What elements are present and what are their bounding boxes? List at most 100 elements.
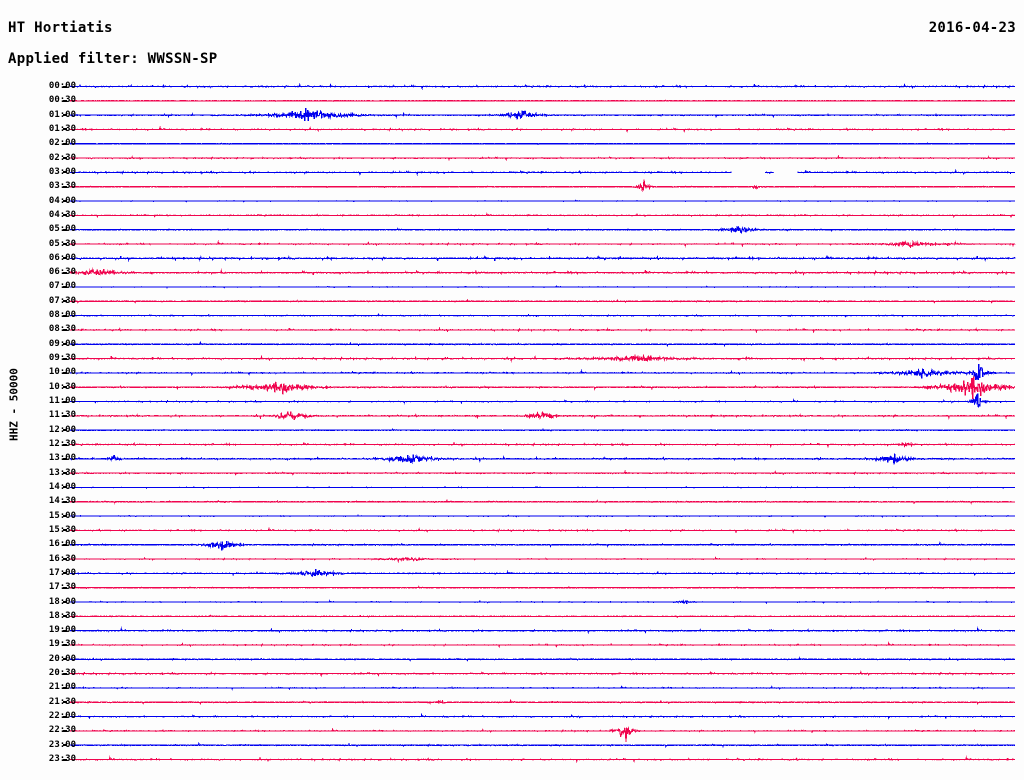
axis-tick bbox=[63, 314, 67, 317]
time-label: 06:00 bbox=[24, 253, 76, 263]
seismic-trace bbox=[69, 684, 1016, 691]
axis-tick bbox=[63, 328, 67, 331]
time-label: 14:30 bbox=[24, 497, 76, 506]
axis-tick bbox=[63, 457, 67, 460]
axis-tick bbox=[63, 572, 67, 575]
axis-tick bbox=[63, 99, 67, 102]
axis-tick bbox=[63, 486, 67, 489]
axis-tick bbox=[63, 243, 67, 246]
time-label: 13:00 bbox=[24, 454, 76, 463]
axis-tick bbox=[63, 357, 67, 360]
seismic-trace bbox=[69, 179, 1016, 192]
seismic-trace bbox=[69, 212, 1016, 219]
seismic-trace bbox=[69, 326, 1016, 334]
seismic-trace bbox=[69, 514, 1016, 518]
time-label: 04:30 bbox=[24, 210, 76, 220]
time-label: 01:00 bbox=[24, 110, 76, 120]
axis-tick bbox=[63, 472, 67, 475]
seismogram-plot: 00:00 00:30 01:00 01:30 02:00 02:30 03:00 03:30… bbox=[0, 80, 1024, 770]
time-label: 09:00 bbox=[24, 339, 76, 349]
axis-tick bbox=[63, 429, 67, 432]
seismic-trace bbox=[69, 267, 1016, 277]
axis-tick bbox=[63, 414, 67, 417]
seismic-trace bbox=[69, 698, 1016, 706]
time-label: 15:00 bbox=[24, 511, 76, 521]
time-label: 21:00 bbox=[24, 683, 76, 692]
seismic-trace bbox=[69, 726, 1016, 742]
time-label: 00:00 bbox=[24, 82, 76, 91]
time-label: 23:00 bbox=[24, 740, 76, 750]
time-label: 07:00 bbox=[24, 282, 76, 291]
seismic-trace bbox=[69, 410, 1016, 421]
axis-tick bbox=[63, 185, 67, 188]
axis-tick bbox=[63, 586, 67, 589]
seismic-trace bbox=[69, 427, 1016, 433]
time-label: 17:30 bbox=[24, 583, 76, 592]
axis-tick bbox=[63, 658, 67, 661]
time-label: 18:30 bbox=[24, 611, 76, 621]
seismic-trace bbox=[69, 82, 1016, 91]
time-label: 08:00 bbox=[24, 311, 76, 320]
axis-tick bbox=[63, 386, 67, 389]
time-label: 10:30 bbox=[24, 382, 76, 392]
axis-tick bbox=[63, 142, 67, 145]
axis-tick bbox=[63, 114, 67, 117]
time-label: 23:30 bbox=[24, 755, 76, 764]
time-label: 05:30 bbox=[24, 239, 76, 249]
axis-tick bbox=[63, 643, 67, 646]
seismic-trace bbox=[69, 626, 1016, 635]
seismic-trace bbox=[69, 168, 1016, 177]
axis-tick bbox=[63, 343, 67, 346]
seismic-trace bbox=[69, 298, 1016, 304]
seismic-trace bbox=[69, 712, 1016, 720]
seismic-trace bbox=[69, 284, 1016, 289]
time-label: 21:30 bbox=[24, 697, 76, 707]
seismic-trace bbox=[69, 755, 1016, 764]
seismic-trace bbox=[69, 108, 1016, 121]
seismic-trace bbox=[69, 254, 1016, 262]
axis-tick bbox=[63, 285, 67, 288]
time-label: 05:00 bbox=[24, 225, 76, 234]
seismic-trace bbox=[69, 670, 1016, 678]
time-label: 11:00 bbox=[24, 397, 76, 406]
axis-tick bbox=[63, 300, 67, 303]
seismic-trace bbox=[69, 556, 1016, 563]
seismic-trace bbox=[69, 485, 1016, 490]
time-label: 02:00 bbox=[24, 139, 76, 148]
axis-tick bbox=[63, 200, 67, 203]
axis-tick bbox=[63, 629, 67, 632]
seismic-trace bbox=[69, 364, 1016, 381]
seismic-trace bbox=[69, 125, 1016, 133]
seismic-trace bbox=[69, 540, 1016, 551]
axis-tick bbox=[63, 257, 67, 260]
time-label: 18:00 bbox=[24, 597, 76, 607]
seismic-trace bbox=[69, 225, 1016, 234]
time-label: 19:30 bbox=[24, 640, 76, 649]
time-label: 15:30 bbox=[24, 525, 76, 535]
time-label: 12:30 bbox=[24, 440, 76, 449]
axis-tick bbox=[63, 529, 67, 532]
seismic-trace bbox=[69, 441, 1016, 449]
time-label: 08:30 bbox=[24, 325, 76, 334]
axis-tick bbox=[63, 85, 67, 88]
axis-tick bbox=[63, 601, 67, 604]
axis-tick bbox=[63, 515, 67, 518]
axis-tick bbox=[63, 744, 67, 747]
axis-tick bbox=[63, 500, 67, 503]
axis-tick bbox=[63, 400, 67, 403]
seismic-trace bbox=[69, 376, 1016, 399]
seismic-trace bbox=[69, 599, 1016, 605]
seismic-trace bbox=[69, 239, 1016, 249]
time-label: 01:30 bbox=[24, 124, 76, 134]
time-label: 20:00 bbox=[24, 654, 76, 664]
axis-tick bbox=[63, 558, 67, 561]
trace-canvas bbox=[69, 82, 1016, 764]
time-label: 11:30 bbox=[24, 411, 76, 420]
seismic-trace bbox=[69, 569, 1016, 578]
axis-tick bbox=[63, 228, 67, 231]
time-label: 03:30 bbox=[24, 182, 76, 191]
axis-tick bbox=[63, 157, 67, 160]
time-label: 16:00 bbox=[24, 540, 76, 549]
time-label: 00:30 bbox=[24, 96, 76, 105]
